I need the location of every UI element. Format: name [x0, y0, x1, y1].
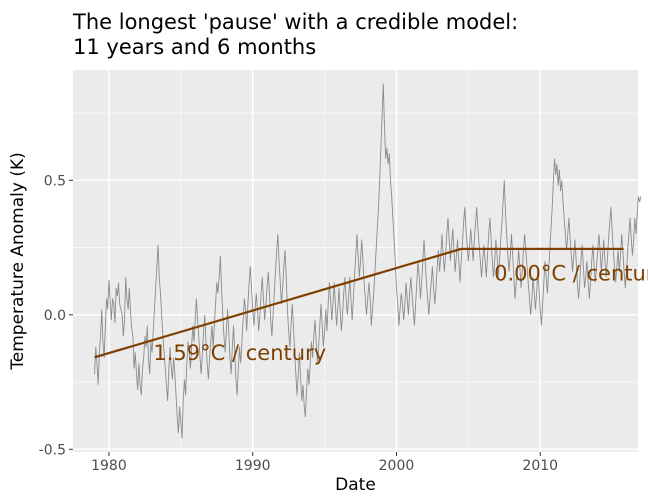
series-layer [94, 83, 642, 439]
y-tick-label: -0.5 [39, 442, 66, 458]
y-axis-title: Temperature Anomaly (K) [8, 152, 28, 370]
x-tick-label: 1990 [235, 458, 271, 474]
x-tick-label: 2010 [522, 458, 558, 474]
trend-rate-label: 0.00°C / century [494, 261, 648, 285]
y-tick-label: 0.0 [44, 308, 66, 324]
chart-title-line-2: 11 years and 6 months [73, 35, 316, 59]
x-tick-label: 2000 [379, 458, 415, 474]
trend-model-line [94, 247, 624, 359]
temperature-anomaly-line [94, 83, 642, 439]
y-tick-label: 0.5 [44, 173, 66, 189]
trend-rate-label: 1.59°C / century [153, 341, 326, 365]
grid [73, 70, 638, 452]
chart-title: The longest 'pause' with a credible mode… [72, 10, 518, 59]
axes: 1980 1990 2000 2010 -0.5 0.0 0.5 [39, 173, 558, 474]
chart-title-line-1: The longest 'pause' with a credible mode… [72, 10, 518, 34]
annotation-layer: 0.00°C / century 1.59°C / century [153, 261, 648, 364]
x-axis-title: Date [335, 475, 376, 495]
x-tick-label: 1980 [91, 458, 127, 474]
